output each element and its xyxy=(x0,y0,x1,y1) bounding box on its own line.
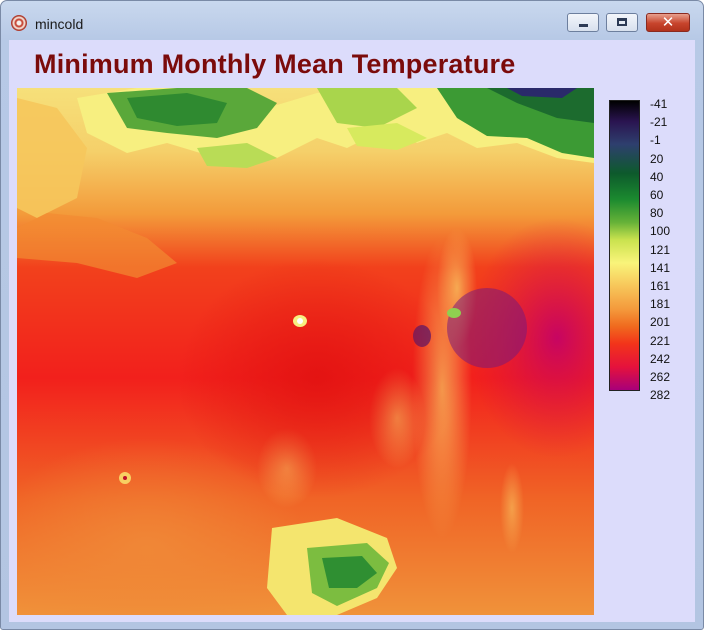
close-button[interactable]: ✕ xyxy=(646,13,690,32)
colorbar-label: 40 xyxy=(650,169,664,184)
colorbar-label: 161 xyxy=(650,279,671,293)
colorbar-label: 282 xyxy=(650,388,671,403)
close-icon: ✕ xyxy=(661,13,675,31)
colorbar-label: 221 xyxy=(650,333,671,348)
temperature-map xyxy=(17,88,594,615)
colorbar-label: -1 xyxy=(650,133,661,148)
colorbar-label: 242 xyxy=(650,351,671,366)
colorbar-label: -21 xyxy=(650,115,668,130)
colorbar-label: 80 xyxy=(650,206,664,221)
minimize-button[interactable] xyxy=(567,13,599,32)
colorbar-label: 181 xyxy=(650,297,671,312)
colorbar-label: 262 xyxy=(650,370,671,384)
colorbar xyxy=(609,100,640,391)
colorbar-label: 100 xyxy=(650,224,671,239)
colorbar-label: 121 xyxy=(650,242,671,257)
window-title: mincold xyxy=(35,16,84,32)
plot-area: Minimum Monthly Mean Temperature xyxy=(9,40,695,622)
colorbar-label: 20 xyxy=(650,151,664,166)
maximize-button[interactable] xyxy=(606,13,638,32)
minimize-icon xyxy=(579,24,588,27)
colorbar-label: 141 xyxy=(650,260,671,275)
colorbar-label: 60 xyxy=(650,188,664,202)
title-bar[interactable]: mincold ✕ xyxy=(1,1,703,41)
restore-icon xyxy=(617,18,627,26)
app-icon[interactable] xyxy=(11,15,27,31)
colorbar-label: -41 xyxy=(650,97,668,111)
colorbar-label: 201 xyxy=(650,315,671,330)
plot-title: Minimum Monthly Mean Temperature xyxy=(34,49,516,79)
